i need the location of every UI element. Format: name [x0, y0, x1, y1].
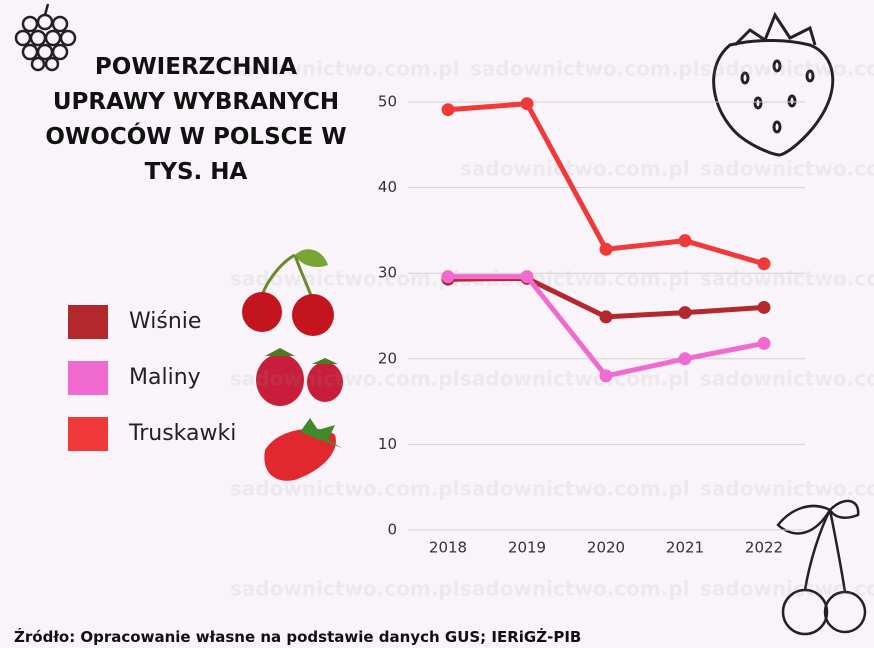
- source-note: Źródło: Opracowanie własne na podstawie …: [14, 628, 582, 646]
- data-point: [441, 103, 455, 117]
- watermark: sadownictwo.com.pl: [230, 267, 459, 291]
- y-tick-label: 50: [378, 93, 397, 111]
- y-tick-label: 30: [378, 264, 397, 282]
- series-line: [447, 101, 765, 267]
- watermark: sadownictwo.com.pl: [460, 367, 689, 391]
- watermark-layer: sadownictwo.com.pl sadownictwo.com.pl sado…: [230, 57, 874, 601]
- watermark: sadownictwo.com.pl: [460, 157, 689, 181]
- x-tick-label: 2019: [508, 539, 546, 557]
- data-point: [599, 310, 613, 324]
- data-point: [757, 336, 771, 350]
- watermark: sadownictwo.com.pl: [230, 577, 459, 601]
- y-tick-label: 10: [378, 435, 397, 453]
- data-point: [678, 234, 692, 248]
- data-point: [520, 97, 534, 111]
- data-point: [441, 270, 455, 284]
- x-tick-label: 2022: [745, 539, 783, 557]
- data-point: [599, 242, 613, 256]
- legend-swatch: [68, 417, 108, 451]
- data-point: [599, 369, 613, 383]
- cherry-outline-icon: [776, 499, 867, 636]
- raspberry-icon: [256, 348, 343, 406]
- legend-swatch: [68, 305, 108, 339]
- chart-title: POWIERZCHNIA UPRAWY WYBRANYCH OWOCÓW W P…: [45, 54, 347, 185]
- legend-swatch: [68, 361, 108, 395]
- watermark: sadownictwo.com.pl: [460, 477, 689, 501]
- watermark: sadownictwo.com.pl: [460, 577, 689, 601]
- y-tick-label: 20: [378, 349, 397, 367]
- watermark: sadownictwo.com.pl: [230, 367, 459, 391]
- watermark: sadownictwo.com.pl: [470, 57, 699, 81]
- grape-icon: [14, 3, 77, 72]
- legend-label: Truskawki: [128, 421, 236, 446]
- data-point: [678, 306, 692, 320]
- data-point: [678, 352, 692, 366]
- x-tick-label: 2020: [587, 539, 625, 557]
- cherry-icon: [242, 249, 334, 336]
- strawberry-icon: [264, 418, 342, 481]
- x-tick-label: 2018: [429, 539, 467, 557]
- watermark: sadownictwo.com.pl: [230, 477, 459, 501]
- x-tick-label: 2021: [666, 539, 704, 557]
- data-point: [520, 270, 534, 284]
- watermark: sadownictwo.com.pl: [700, 267, 874, 291]
- series-line: [448, 274, 765, 379]
- legend-label: Wiśnie: [129, 309, 201, 334]
- watermark: sadownictwo.com.pl: [700, 157, 874, 181]
- data-point: [757, 257, 771, 271]
- watermark: sadownictwo.com.pl: [700, 477, 874, 501]
- data-point: [757, 300, 771, 314]
- watermark: sadownictwo.com.pl: [230, 57, 459, 81]
- watermark: sadownictwo.com.pl: [700, 577, 874, 601]
- strawberry-outline-icon: [712, 11, 835, 157]
- watermark: sadownictwo.com.pl: [700, 57, 874, 81]
- watermark: sadownictwo.com.pl: [700, 367, 874, 391]
- y-tick-label: 0: [387, 521, 397, 539]
- legend-label: Maliny: [129, 365, 201, 390]
- y-tick-label: 40: [378, 178, 397, 196]
